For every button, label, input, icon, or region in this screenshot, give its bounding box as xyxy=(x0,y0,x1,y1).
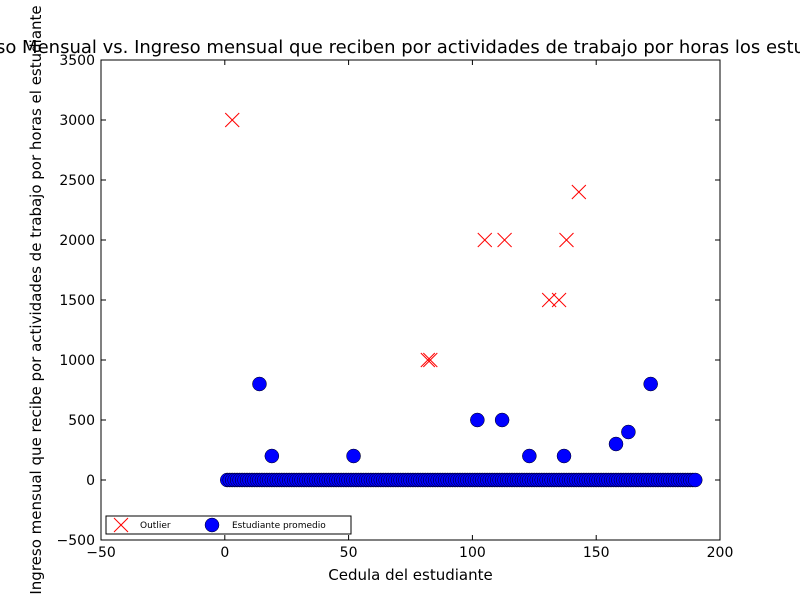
x-tick-label: 0 xyxy=(220,545,229,561)
outlier-point xyxy=(497,232,512,248)
y-tick-label: 3500 xyxy=(59,53,95,69)
y-tick-label: 2000 xyxy=(59,233,95,249)
x-tick-label: 50 xyxy=(340,545,358,561)
x-tick-label: 200 xyxy=(707,545,734,561)
plot-frame xyxy=(100,59,721,541)
average-point xyxy=(522,448,537,464)
average-point xyxy=(556,448,572,464)
average-point xyxy=(687,472,703,488)
average-point xyxy=(643,376,658,392)
outlier-point xyxy=(420,352,436,368)
x-tick-label: −50 xyxy=(86,545,116,561)
outlier-point xyxy=(422,352,438,368)
y-tick-label: 1000 xyxy=(59,353,95,369)
legend-outlier-x xyxy=(113,517,129,533)
outlier-point xyxy=(571,184,587,200)
x-tick-label: 150 xyxy=(583,545,610,561)
average-point xyxy=(470,412,485,428)
outlier-point xyxy=(551,292,567,308)
average-point xyxy=(346,448,361,464)
legend-average-marker xyxy=(204,517,220,533)
legend-average-label: Estudiante promedio xyxy=(232,521,326,531)
y-axis-label: Ingreso mensual que recibe por actividad… xyxy=(27,5,45,594)
average-point xyxy=(252,376,267,392)
average-point xyxy=(621,424,636,440)
legend-outlier-label: Outlier xyxy=(140,521,171,531)
y-tick-label: −500 xyxy=(57,533,95,549)
axis-ticks: −50 0 50 100 150 200−500050010001500200025003… xyxy=(57,53,734,561)
average-point xyxy=(264,448,280,464)
legend-box xyxy=(105,515,352,535)
average-point xyxy=(608,436,624,452)
x-tick-label: 100 xyxy=(459,545,486,561)
y-tick-label: 1500 xyxy=(59,293,95,309)
outlier-point xyxy=(224,112,240,128)
chart-title: Ingreso Mensual vs. Ingreso mensual que … xyxy=(0,37,800,58)
y-tick-label: 2500 xyxy=(59,173,95,189)
x-axis-label: Cedula del estudiante xyxy=(328,566,492,584)
legend: Outlier Estudiante promedio xyxy=(105,515,352,535)
y-tick-label: 0 xyxy=(86,473,95,489)
y-tick-label: 3000 xyxy=(59,113,95,129)
average-point xyxy=(494,412,510,428)
legend-outlier-marker xyxy=(113,517,129,533)
outlier-point xyxy=(477,232,493,248)
y-tick-label: 500 xyxy=(68,413,95,429)
plot-marks xyxy=(220,112,703,488)
outlier-point xyxy=(559,232,574,248)
